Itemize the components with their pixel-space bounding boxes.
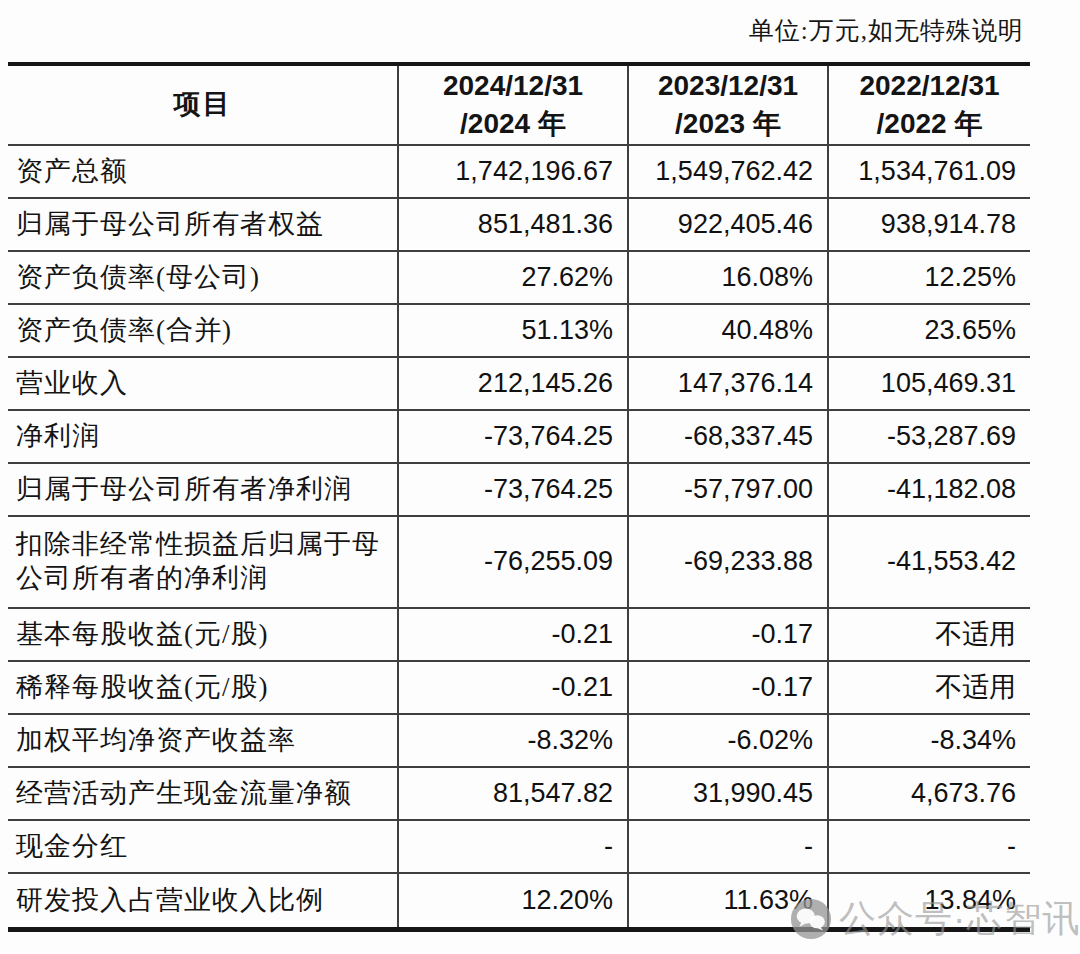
- cell-value: 1,742,196.67: [397, 146, 627, 197]
- cell-value: 12.20%: [397, 874, 627, 927]
- cell-value: -0.21: [397, 662, 627, 713]
- row-label: 研发投入占营业收入比例: [8, 874, 397, 927]
- table-row: 稀释每股收益(元/股)-0.21-0.17不适用: [8, 662, 1030, 715]
- table-row: 现金分红---: [8, 821, 1030, 874]
- cell-value: 922,405.46: [627, 199, 827, 250]
- table-row: 归属于母公司所有者净利润-73,764.25-57,797.00-41,182.…: [8, 464, 1030, 517]
- cell-value: -0.17: [627, 662, 827, 713]
- cell-value: 11.63%: [627, 874, 827, 927]
- row-label: 资产负债率(母公司): [8, 252, 397, 303]
- cell-value: -41,182.08: [827, 464, 1030, 515]
- cell-value: -0.17: [627, 609, 827, 660]
- row-label: 营业收入: [8, 358, 397, 409]
- cell-value: 23.65%: [827, 305, 1030, 356]
- cell-value: -: [397, 821, 627, 872]
- header-period-line: /2022 年: [859, 105, 999, 143]
- row-label: 归属于母公司所有者权益: [8, 199, 397, 250]
- cell-value: 不适用: [827, 662, 1030, 713]
- cell-value: -: [627, 821, 827, 872]
- header-period-line: 2022/12/31: [859, 67, 999, 105]
- header-period-2022: 2022/12/31 /2022 年: [827, 66, 1030, 144]
- cell-value: -6.02%: [627, 715, 827, 766]
- table-row: 扣除非经常性损益后归属于母公司所有者的净利润-76,255.09-69,233.…: [8, 517, 1030, 609]
- row-label: 扣除非经常性损益后归属于母公司所有者的净利润: [8, 517, 397, 607]
- table-header-row: 项目 2024/12/31 /2024 年 2023/12/31 /2023 年…: [8, 66, 1030, 146]
- header-period-2023: 2023/12/31 /2023 年: [627, 66, 827, 144]
- header-period-line: /2024 年: [443, 105, 583, 143]
- cell-value: -0.21: [397, 609, 627, 660]
- cell-value: 1,549,762.42: [627, 146, 827, 197]
- cell-value: 105,469.31: [827, 358, 1030, 409]
- header-period-line: 2024/12/31: [443, 67, 583, 105]
- cell-value: -68,337.45: [627, 411, 827, 462]
- table-row: 资产总额1,742,196.671,549,762.421,534,761.09: [8, 146, 1030, 199]
- cell-value: 147,376.14: [627, 358, 827, 409]
- row-label: 基本每股收益(元/股): [8, 609, 397, 660]
- table-row: 加权平均净资产收益率-8.32%-6.02%-8.34%: [8, 715, 1030, 768]
- table-row: 基本每股收益(元/股)-0.21-0.17不适用: [8, 609, 1030, 662]
- header-period-2024: 2024/12/31 /2024 年: [397, 66, 627, 144]
- cell-value: -8.32%: [397, 715, 627, 766]
- table-row: 营业收入212,145.26147,376.14105,469.31: [8, 358, 1030, 411]
- cell-value: -41,553.42: [827, 517, 1030, 607]
- table-body: 资产总额1,742,196.671,549,762.421,534,761.09…: [8, 146, 1030, 927]
- table-row: 资产负债率(母公司)27.62%16.08%12.25%: [8, 252, 1030, 305]
- cell-value: -: [827, 821, 1030, 872]
- table-row: 研发投入占营业收入比例12.20%11.63%13.84%: [8, 874, 1030, 927]
- table-row: 归属于母公司所有者权益851,481.36922,405.46938,914.7…: [8, 199, 1030, 252]
- cell-value: -53,287.69: [827, 411, 1030, 462]
- cell-value: 212,145.26: [397, 358, 627, 409]
- cell-value: 不适用: [827, 609, 1030, 660]
- cell-value: 1,534,761.09: [827, 146, 1030, 197]
- cell-value: 12.25%: [827, 252, 1030, 303]
- table-row: 经营活动产生现金流量净额81,547.8231,990.454,673.76: [8, 768, 1030, 821]
- cell-value: -73,764.25: [397, 464, 627, 515]
- cell-value: 27.62%: [397, 252, 627, 303]
- cell-value: -73,764.25: [397, 411, 627, 462]
- unit-note: 单位:万元,如无特殊说明: [749, 14, 1024, 47]
- cell-value: 16.08%: [627, 252, 827, 303]
- row-label: 净利润: [8, 411, 397, 462]
- table-row: 净利润-73,764.25-68,337.45-53,287.69: [8, 411, 1030, 464]
- cell-value: 40.48%: [627, 305, 827, 356]
- cell-value: 851,481.36: [397, 199, 627, 250]
- cell-value: -69,233.88: [627, 517, 827, 607]
- header-period-line: /2023 年: [658, 105, 798, 143]
- financial-table: 项目 2024/12/31 /2024 年 2023/12/31 /2023 年…: [8, 62, 1030, 932]
- header-item: 项目: [8, 66, 397, 144]
- cell-value: -8.34%: [827, 715, 1030, 766]
- cell-value: 51.13%: [397, 305, 627, 356]
- row-label: 加权平均净资产收益率: [8, 715, 397, 766]
- cell-value: 13.84%: [827, 874, 1030, 927]
- cell-value: -57,797.00: [627, 464, 827, 515]
- row-label: 稀释每股收益(元/股): [8, 662, 397, 713]
- cell-value: -76,255.09: [397, 517, 627, 607]
- row-label: 资产总额: [8, 146, 397, 197]
- row-label: 现金分红: [8, 821, 397, 872]
- row-label: 资产负债率(合并): [8, 305, 397, 356]
- row-label: 归属于母公司所有者净利润: [8, 464, 397, 515]
- header-period-line: 2023/12/31: [658, 67, 798, 105]
- row-label: 经营活动产生现金流量净额: [8, 768, 397, 819]
- table-row: 资产负债率(合并)51.13%40.48%23.65%: [8, 305, 1030, 358]
- cell-value: 81,547.82: [397, 768, 627, 819]
- cell-value: 938,914.78: [827, 199, 1030, 250]
- cell-value: 4,673.76: [827, 768, 1030, 819]
- cell-value: 31,990.45: [627, 768, 827, 819]
